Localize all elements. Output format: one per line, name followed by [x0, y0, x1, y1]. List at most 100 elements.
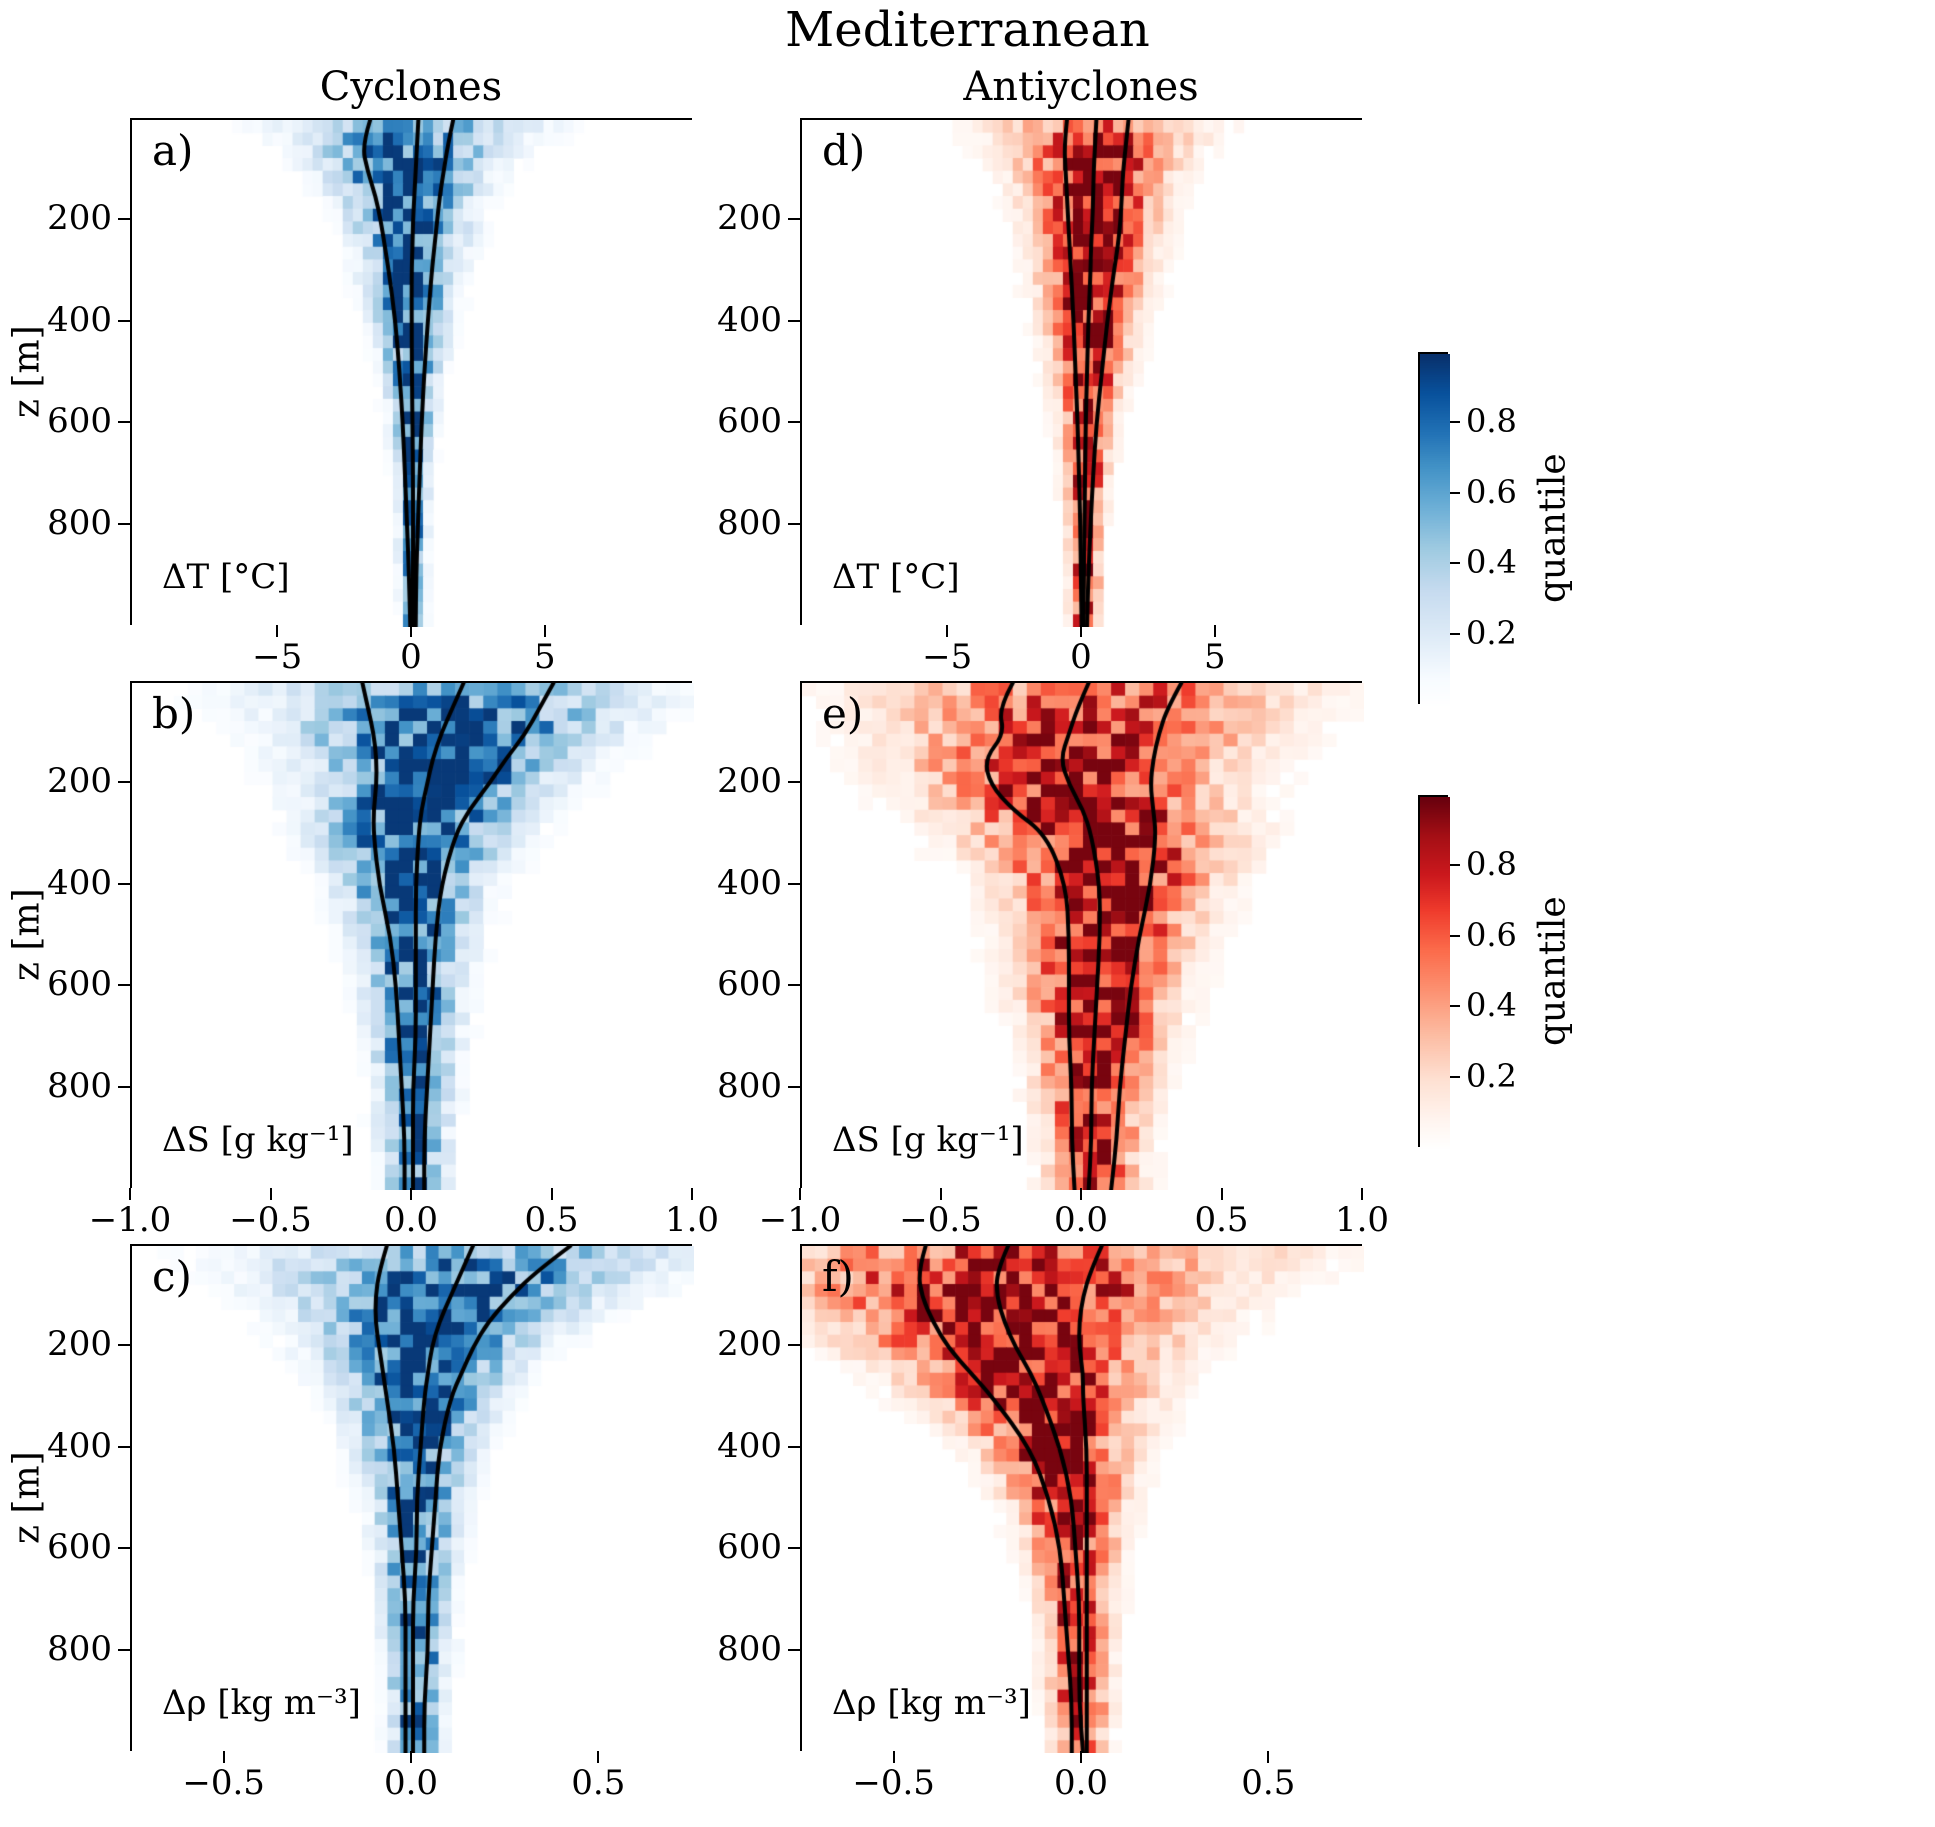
y-tick [118, 421, 130, 424]
x-tick-label: −1.0 [758, 1200, 842, 1240]
y-tick-label: 400 [47, 299, 112, 340]
x-tick [550, 1188, 553, 1200]
panel-c: c) Δρ [kg m⁻³] [130, 1244, 694, 1753]
x-tick-label: 1.0 [664, 1200, 720, 1240]
x-tick-label: 1.0 [1334, 1200, 1390, 1240]
y-tick [788, 1445, 800, 1448]
x-tick [946, 625, 949, 637]
y-tick-label: 400 [717, 1425, 782, 1466]
colorbar-axis-label-red: quantile [1532, 896, 1574, 1046]
y-tick [118, 218, 130, 221]
panel-e: e) ΔS [g kg⁻¹] [800, 681, 1364, 1190]
heatmap-canvas-c [132, 1246, 694, 1753]
x-tick-label: −0.5 [229, 1200, 312, 1240]
x-tick [1220, 1188, 1223, 1200]
panel-b: b) ΔS [g kg⁻¹] [130, 681, 694, 1190]
x-tick-label: 0 [400, 637, 422, 677]
y-tick-label: 800 [717, 1628, 782, 1669]
y-tick [788, 218, 800, 221]
panel-letter-f: f) [822, 1252, 854, 1301]
y-tick-label: 400 [47, 862, 112, 903]
y-axis-label-row2: z [m] [6, 1451, 48, 1544]
x-tick [1080, 1751, 1082, 1763]
y-tick-label: 800 [47, 1065, 112, 1106]
x-tick [410, 625, 412, 637]
figure-title: Mediterranean [785, 2, 1150, 58]
y-tick-label: 600 [717, 964, 782, 1005]
x-tick [1213, 625, 1216, 637]
y-tick-label: 200 [717, 761, 782, 802]
y-tick-label: 400 [717, 862, 782, 903]
colorbar-tick [1450, 632, 1460, 635]
x-tick [1080, 625, 1082, 637]
panel-annotation-f: Δρ [kg m⁻³] [832, 1683, 1031, 1723]
y-tick-label: 200 [47, 198, 112, 239]
x-tick-label: 0.5 [524, 1200, 579, 1240]
colorbar-tick-label: 0.6 [1466, 472, 1517, 511]
x-tick [1267, 1751, 1270, 1763]
y-tick-label: 600 [47, 401, 112, 442]
colorbar-tick [1450, 421, 1460, 424]
y-tick-label: 400 [717, 299, 782, 340]
y-tick-label: 800 [717, 502, 782, 543]
colorbar-blue [1418, 352, 1450, 706]
panel-annotation-d: ΔT [°C] [832, 557, 960, 597]
y-tick [118, 522, 130, 525]
colorbar-tick [1450, 491, 1460, 494]
panel-a: a) ΔT [°C] [130, 118, 694, 627]
y-tick [788, 319, 800, 322]
panel-letter-a: a) [152, 126, 194, 175]
y-tick [118, 1648, 130, 1651]
colorbar-tick [1450, 864, 1460, 867]
y-tick [118, 781, 130, 784]
x-tick-label: −1.0 [88, 1200, 172, 1240]
y-tick [118, 1085, 130, 1088]
x-tick [410, 1751, 412, 1763]
x-tick [691, 1188, 693, 1200]
y-tick-label: 200 [717, 1324, 782, 1365]
panel-letter-d: d) [822, 126, 866, 175]
colorbar-axis-label-blue: quantile [1532, 453, 1574, 603]
y-tick [788, 1085, 800, 1088]
y-tick-label: 600 [717, 1527, 782, 1568]
y-tick [788, 522, 800, 525]
y-tick [118, 319, 130, 322]
colorbar-tick-label: 0.2 [1466, 1056, 1517, 1095]
x-tick-label: 5 [533, 637, 556, 677]
colorbar-tick-label: 0.4 [1466, 543, 1517, 582]
panel-letter-e: e) [822, 689, 864, 738]
column-header-cyclones: Cyclones [319, 64, 503, 110]
x-tick-label: 0 [1070, 637, 1092, 677]
colorbar-red [1418, 795, 1450, 1149]
y-tick-label: 400 [47, 1425, 112, 1466]
y-axis-label-row1: z [m] [6, 888, 48, 981]
y-tick-label: 800 [47, 502, 112, 543]
column-header-anticyclones: Antiyclones [963, 64, 1199, 110]
colorbar-tick-label: 0.4 [1466, 986, 1517, 1025]
x-tick-label: 0.0 [383, 1763, 439, 1803]
colorbar-tick [1450, 1005, 1460, 1008]
colorbar-gradient-red [1420, 797, 1450, 1149]
x-tick [939, 1188, 942, 1200]
x-tick [410, 1188, 412, 1200]
x-tick [276, 625, 279, 637]
panel-annotation-b: ΔS [g kg⁻¹] [162, 1120, 354, 1160]
panel-annotation-c: Δρ [kg m⁻³] [162, 1683, 361, 1723]
x-tick [597, 1751, 600, 1763]
colorbar-tick [1450, 934, 1460, 937]
x-tick-label: −0.5 [852, 1763, 935, 1803]
colorbar-tick [1450, 562, 1460, 565]
x-tick [799, 1188, 801, 1200]
colorbar-tick-label: 0.2 [1466, 613, 1517, 652]
panel-d: d) ΔT [°C] [800, 118, 1364, 627]
x-tick-label: 0.0 [1053, 1200, 1109, 1240]
colorbar-tick-label: 0.6 [1466, 915, 1517, 954]
colorbar-gradient-blue [1420, 354, 1450, 706]
y-axis-label-row0: z [m] [6, 325, 48, 418]
x-tick-label: 5 [1203, 637, 1226, 677]
x-tick-label: 0.0 [1053, 1763, 1109, 1803]
x-tick-label: 0.0 [383, 1200, 439, 1240]
heatmap-canvas-f [802, 1246, 1364, 1753]
x-tick [1361, 1188, 1363, 1200]
